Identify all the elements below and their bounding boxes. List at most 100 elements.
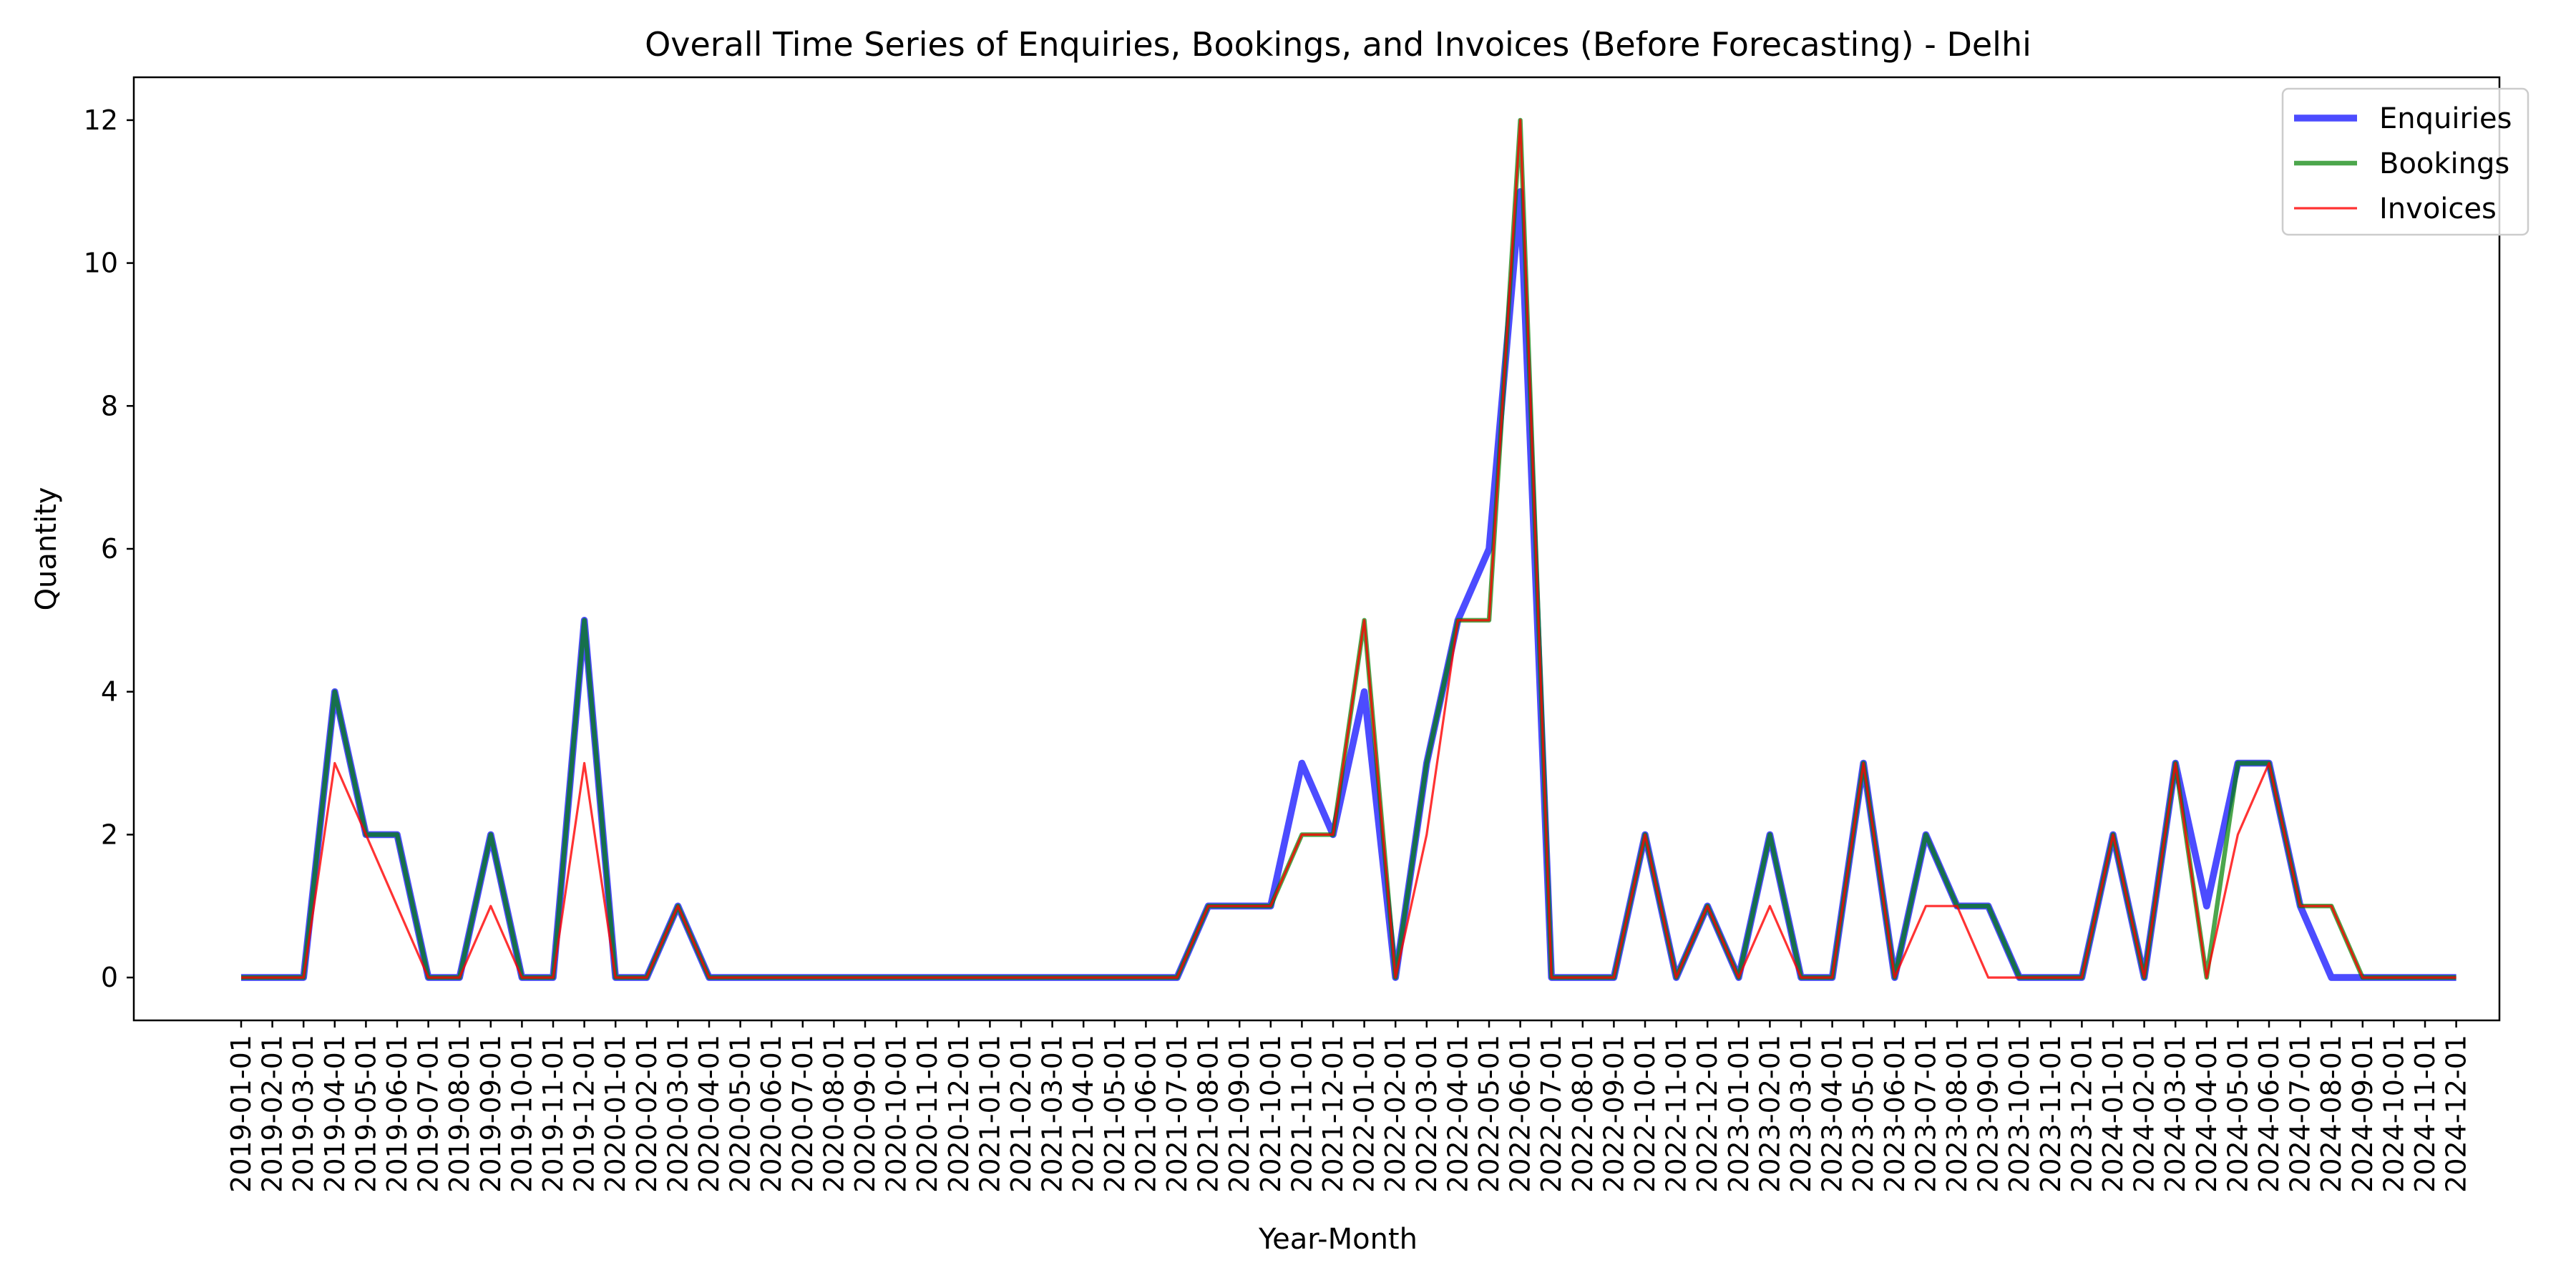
x-tick-label: 2019-06-01 xyxy=(381,1035,413,1193)
x-tick-label: 2020-12-01 xyxy=(943,1035,975,1193)
x-tick-label: 2020-08-01 xyxy=(818,1035,849,1193)
x-tick-label: 2020-11-01 xyxy=(912,1035,943,1193)
x-tick-label: 2022-07-01 xyxy=(1536,1035,1567,1193)
x-tick-label: 2021-11-01 xyxy=(1286,1035,1317,1193)
x-tick-label: 2022-03-01 xyxy=(1411,1035,1443,1193)
data-point-invoices xyxy=(2050,977,2051,978)
data-point-enquiries xyxy=(2331,977,2332,978)
data-point-invoices xyxy=(896,977,897,978)
x-tick-label: 2020-06-01 xyxy=(756,1035,787,1193)
data-point-invoices xyxy=(771,977,772,978)
x-tick-label: 2023-10-01 xyxy=(2004,1035,2035,1193)
x-tick-label: 2021-10-01 xyxy=(1255,1035,1287,1193)
x-tick-label: 2020-04-01 xyxy=(693,1035,725,1193)
x-tick-label: 2020-07-01 xyxy=(787,1035,819,1193)
data-point-invoices xyxy=(865,977,866,978)
y-tick-label: 6 xyxy=(101,533,118,565)
x-tick-label: 2024-08-01 xyxy=(2316,1035,2347,1193)
data-point-invoices xyxy=(1052,977,1053,978)
x-tick-label: 2021-02-01 xyxy=(1005,1035,1037,1193)
data-point-invoices xyxy=(2456,977,2457,978)
y-tick-label: 2 xyxy=(101,819,118,850)
x-tick-label: 2023-09-01 xyxy=(1973,1035,2004,1193)
x-tick-label: 2022-05-01 xyxy=(1473,1035,1505,1193)
data-point-invoices xyxy=(428,977,429,978)
data-point-invoices xyxy=(646,977,647,978)
data-point-invoices xyxy=(1395,977,1396,978)
data-point-invoices xyxy=(2113,834,2114,835)
legend-frame xyxy=(2281,87,2529,236)
data-point-invoices xyxy=(2206,977,2207,978)
data-point-invoices xyxy=(1114,977,1115,978)
x-tick-label: 2020-03-01 xyxy=(662,1035,693,1193)
data-point-invoices xyxy=(1239,906,1240,907)
data-point-invoices xyxy=(802,977,803,978)
data-point-invoices xyxy=(1177,977,1178,978)
x-tick-label: 2019-09-01 xyxy=(475,1035,507,1193)
legend-label-invoices: Invoices xyxy=(2379,192,2497,225)
data-point-invoices xyxy=(2300,906,2301,907)
x-tick-label: 2019-05-01 xyxy=(350,1035,381,1193)
series-line-invoices xyxy=(241,119,2457,979)
data-point-bookings xyxy=(397,834,398,835)
x-tick-label: 2022-11-01 xyxy=(1661,1035,1692,1193)
x-tick-label: 2024-01-01 xyxy=(2097,1035,2129,1193)
x-tick-label: 2021-12-01 xyxy=(1317,1035,1349,1193)
data-point-bookings xyxy=(334,691,335,692)
data-point-invoices xyxy=(241,977,242,978)
data-point-invoices xyxy=(1832,977,1833,978)
x-tick-label: 2024-03-01 xyxy=(2160,1035,2191,1193)
x-tick-label: 2022-08-01 xyxy=(1567,1035,1599,1193)
x-tick-label: 2022-10-01 xyxy=(1629,1035,1661,1193)
x-tick-label: 2024-06-01 xyxy=(2253,1035,2285,1193)
x-tick-label: 2021-05-01 xyxy=(1099,1035,1131,1193)
data-point-invoices xyxy=(459,977,460,978)
x-tick-label: 2022-06-01 xyxy=(1505,1035,1536,1193)
x-axis: 2019-01-01 2019-02-01 2019-03-01 2019-04-01… xyxy=(225,1020,2472,1193)
x-tick-label: 2023-06-01 xyxy=(1879,1035,1911,1193)
x-tick-label: 2019-03-01 xyxy=(288,1035,319,1193)
y-tick-label: 8 xyxy=(101,390,118,421)
data-point-enquiries xyxy=(1520,191,1521,192)
data-point-bookings xyxy=(490,834,491,835)
x-tick-label: 2022-02-01 xyxy=(1380,1035,1411,1193)
x-tick-label: 2022-12-01 xyxy=(1692,1035,1723,1193)
data-point-invoices xyxy=(1645,834,1646,835)
data-point-invoices xyxy=(1426,834,1427,835)
x-tick-label: 2021-06-01 xyxy=(1130,1035,1161,1193)
x-tick-label: 2022-09-01 xyxy=(1598,1035,1629,1193)
data-point-invoices xyxy=(272,977,273,978)
legend-label-enquiries: Enquiries xyxy=(2379,102,2512,135)
data-point-enquiries xyxy=(2206,906,2207,907)
x-tick-label: 2022-04-01 xyxy=(1442,1035,1473,1193)
data-point-invoices xyxy=(1801,977,1802,978)
data-point-invoices xyxy=(1957,906,1958,907)
y-tick-label: 0 xyxy=(101,962,118,993)
x-tick-label: 2024-10-01 xyxy=(2378,1035,2409,1193)
x-axis-label: Year-Month xyxy=(1258,1223,1418,1256)
data-point-enquiries xyxy=(1364,691,1365,692)
legend-label-bookings: Bookings xyxy=(2379,147,2509,180)
data-point-invoices xyxy=(1270,906,1271,907)
x-tick-label: 2021-08-01 xyxy=(1193,1035,1224,1193)
data-point-invoices xyxy=(1333,834,1334,835)
y-tick-label: 12 xyxy=(84,104,118,136)
data-point-invoices xyxy=(2331,906,2332,907)
data-point-invoices xyxy=(1021,977,1022,978)
data-point-invoices xyxy=(1208,906,1209,907)
data-point-invoices xyxy=(615,977,616,978)
x-tick-label: 2024-09-01 xyxy=(2347,1035,2379,1193)
x-tick-label: 2023-04-01 xyxy=(1817,1035,1848,1193)
data-point-invoices xyxy=(1738,977,1739,978)
x-tick-label: 2021-01-01 xyxy=(974,1035,1005,1193)
data-point-enquiries xyxy=(1489,549,1490,550)
x-tick-label: 2019-02-01 xyxy=(257,1035,288,1193)
data-point-invoices xyxy=(709,977,710,978)
data-point-invoices xyxy=(1083,977,1084,978)
x-tick-label: 2019-07-01 xyxy=(413,1035,444,1193)
x-tick-label: 2024-12-01 xyxy=(2441,1035,2472,1193)
chart-title: Overall Time Series of Enquiries, Bookin… xyxy=(645,25,2031,64)
x-tick-label: 2023-11-01 xyxy=(2035,1035,2067,1193)
legend: Enquiries Bookings Invoices xyxy=(2281,87,2529,236)
